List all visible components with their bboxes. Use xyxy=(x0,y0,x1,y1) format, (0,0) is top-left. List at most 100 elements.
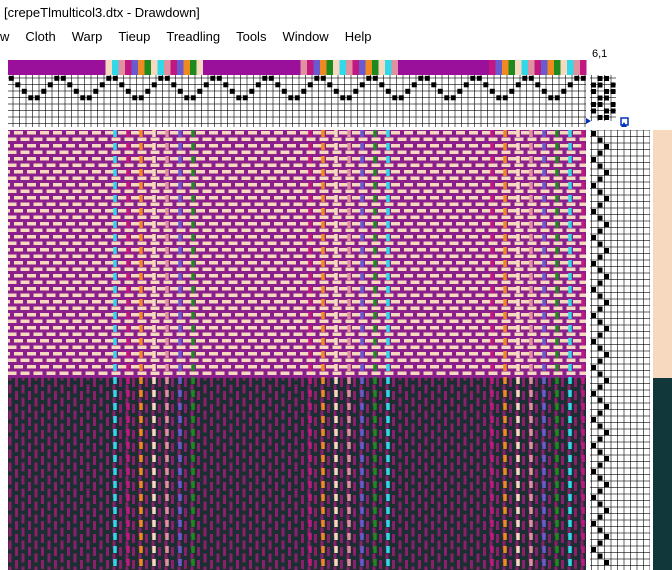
thread-cell xyxy=(411,82,417,88)
decoration xyxy=(8,60,627,570)
warp-color xyxy=(313,60,320,75)
warp-color xyxy=(14,60,21,75)
treadle-cell xyxy=(597,293,603,299)
treadle-cell xyxy=(591,339,596,344)
menu-item[interactable]: Cloth xyxy=(25,29,56,44)
warp-color xyxy=(528,60,535,75)
warp-color xyxy=(138,60,145,75)
warp-color xyxy=(502,60,509,75)
treadle-cell xyxy=(604,144,609,149)
menu-item[interactable]: w xyxy=(0,29,10,44)
tieup-grid xyxy=(590,75,616,121)
tieup-cell xyxy=(610,108,616,114)
treadle-cell xyxy=(591,287,596,292)
menu-item[interactable]: Treadling xyxy=(166,29,221,44)
warp-color xyxy=(573,60,580,75)
treadle-cell xyxy=(604,404,609,409)
thread-cell xyxy=(190,95,196,101)
treadle-cell xyxy=(604,534,609,539)
treadle-cell xyxy=(597,553,603,559)
menu-item[interactable]: Tools xyxy=(236,29,267,44)
treadle-cell xyxy=(591,313,596,318)
thread-cell xyxy=(106,75,112,81)
warp-color xyxy=(34,60,41,75)
thread-cell xyxy=(489,88,495,94)
treadle-cell xyxy=(591,443,596,448)
warp-color xyxy=(235,60,242,75)
thread-cell xyxy=(463,82,469,88)
thread-cell xyxy=(236,95,242,101)
warp-color xyxy=(47,60,54,75)
warp-color xyxy=(27,60,34,75)
position-indicator: 6,1 xyxy=(592,48,608,60)
treadle-cell xyxy=(597,280,603,286)
warp-color xyxy=(508,60,515,75)
treadle-cell xyxy=(591,469,596,474)
treadle-cell xyxy=(604,430,609,435)
tieup-cell xyxy=(610,102,616,107)
thread-cell xyxy=(509,88,515,94)
warp-color xyxy=(125,60,132,75)
tieup-cell xyxy=(597,76,603,81)
warp-color xyxy=(99,60,106,75)
warp-color xyxy=(482,60,489,75)
treadle-cell xyxy=(597,306,603,312)
treadle-cell xyxy=(604,482,609,487)
warp-color xyxy=(495,60,502,75)
thread-cell xyxy=(60,75,66,81)
thread-cell xyxy=(548,95,554,101)
warp-color xyxy=(294,60,301,75)
warp-color xyxy=(333,60,340,75)
warp-color xyxy=(248,60,255,75)
treadle-cell xyxy=(597,462,603,468)
treadle-cell xyxy=(604,456,609,461)
warp-color xyxy=(274,60,281,75)
thread-cell xyxy=(366,75,372,81)
warp-color xyxy=(242,60,249,75)
thread-cell xyxy=(294,95,300,101)
treadle-cell xyxy=(597,410,603,416)
warp-color xyxy=(339,60,346,75)
treadle-cell xyxy=(597,436,603,442)
thread-cell xyxy=(340,95,346,101)
treadle-cell xyxy=(597,449,603,455)
weft-color-top xyxy=(653,130,672,378)
warp-color xyxy=(255,60,262,75)
warp-color xyxy=(430,60,437,75)
warp-color xyxy=(372,60,379,75)
menu-bar: w Cloth Warp Tieup Treadling Tools Window Help xyxy=(0,25,672,48)
thread-cell xyxy=(112,75,118,81)
thread-cell xyxy=(502,95,508,101)
thread-cell xyxy=(268,75,274,81)
warp-color xyxy=(385,60,392,75)
thread-cell xyxy=(314,75,320,81)
thread-cell xyxy=(554,95,560,101)
thread-cell xyxy=(346,95,352,101)
treadle-cell xyxy=(597,345,603,351)
warp-color xyxy=(79,60,86,75)
treadle-cell xyxy=(591,183,596,188)
tieup-cell xyxy=(610,89,616,94)
warp-color xyxy=(411,60,418,75)
menu-item[interactable]: Warp xyxy=(71,29,103,44)
thread-cell xyxy=(15,82,21,88)
thread-cell xyxy=(145,88,151,94)
warp-color xyxy=(151,60,158,75)
thread-cell xyxy=(132,95,138,101)
thread-cell xyxy=(288,95,294,101)
treadle-cell xyxy=(591,261,596,266)
menu-item[interactable]: Window xyxy=(282,29,329,44)
thread-cell xyxy=(379,82,385,88)
treadle-cell xyxy=(604,274,609,279)
warp-color xyxy=(580,60,587,75)
warp-color xyxy=(8,60,15,75)
warp-color xyxy=(378,60,385,75)
warp-color xyxy=(463,60,470,75)
menu-item[interactable]: Help xyxy=(344,29,372,44)
treadle-cell xyxy=(597,371,603,377)
thread-cell xyxy=(54,75,60,81)
tieup-cell xyxy=(597,115,603,120)
thread-cell xyxy=(405,88,411,94)
treadle-cell xyxy=(597,488,603,494)
menu-item[interactable]: Tieup xyxy=(118,29,151,44)
